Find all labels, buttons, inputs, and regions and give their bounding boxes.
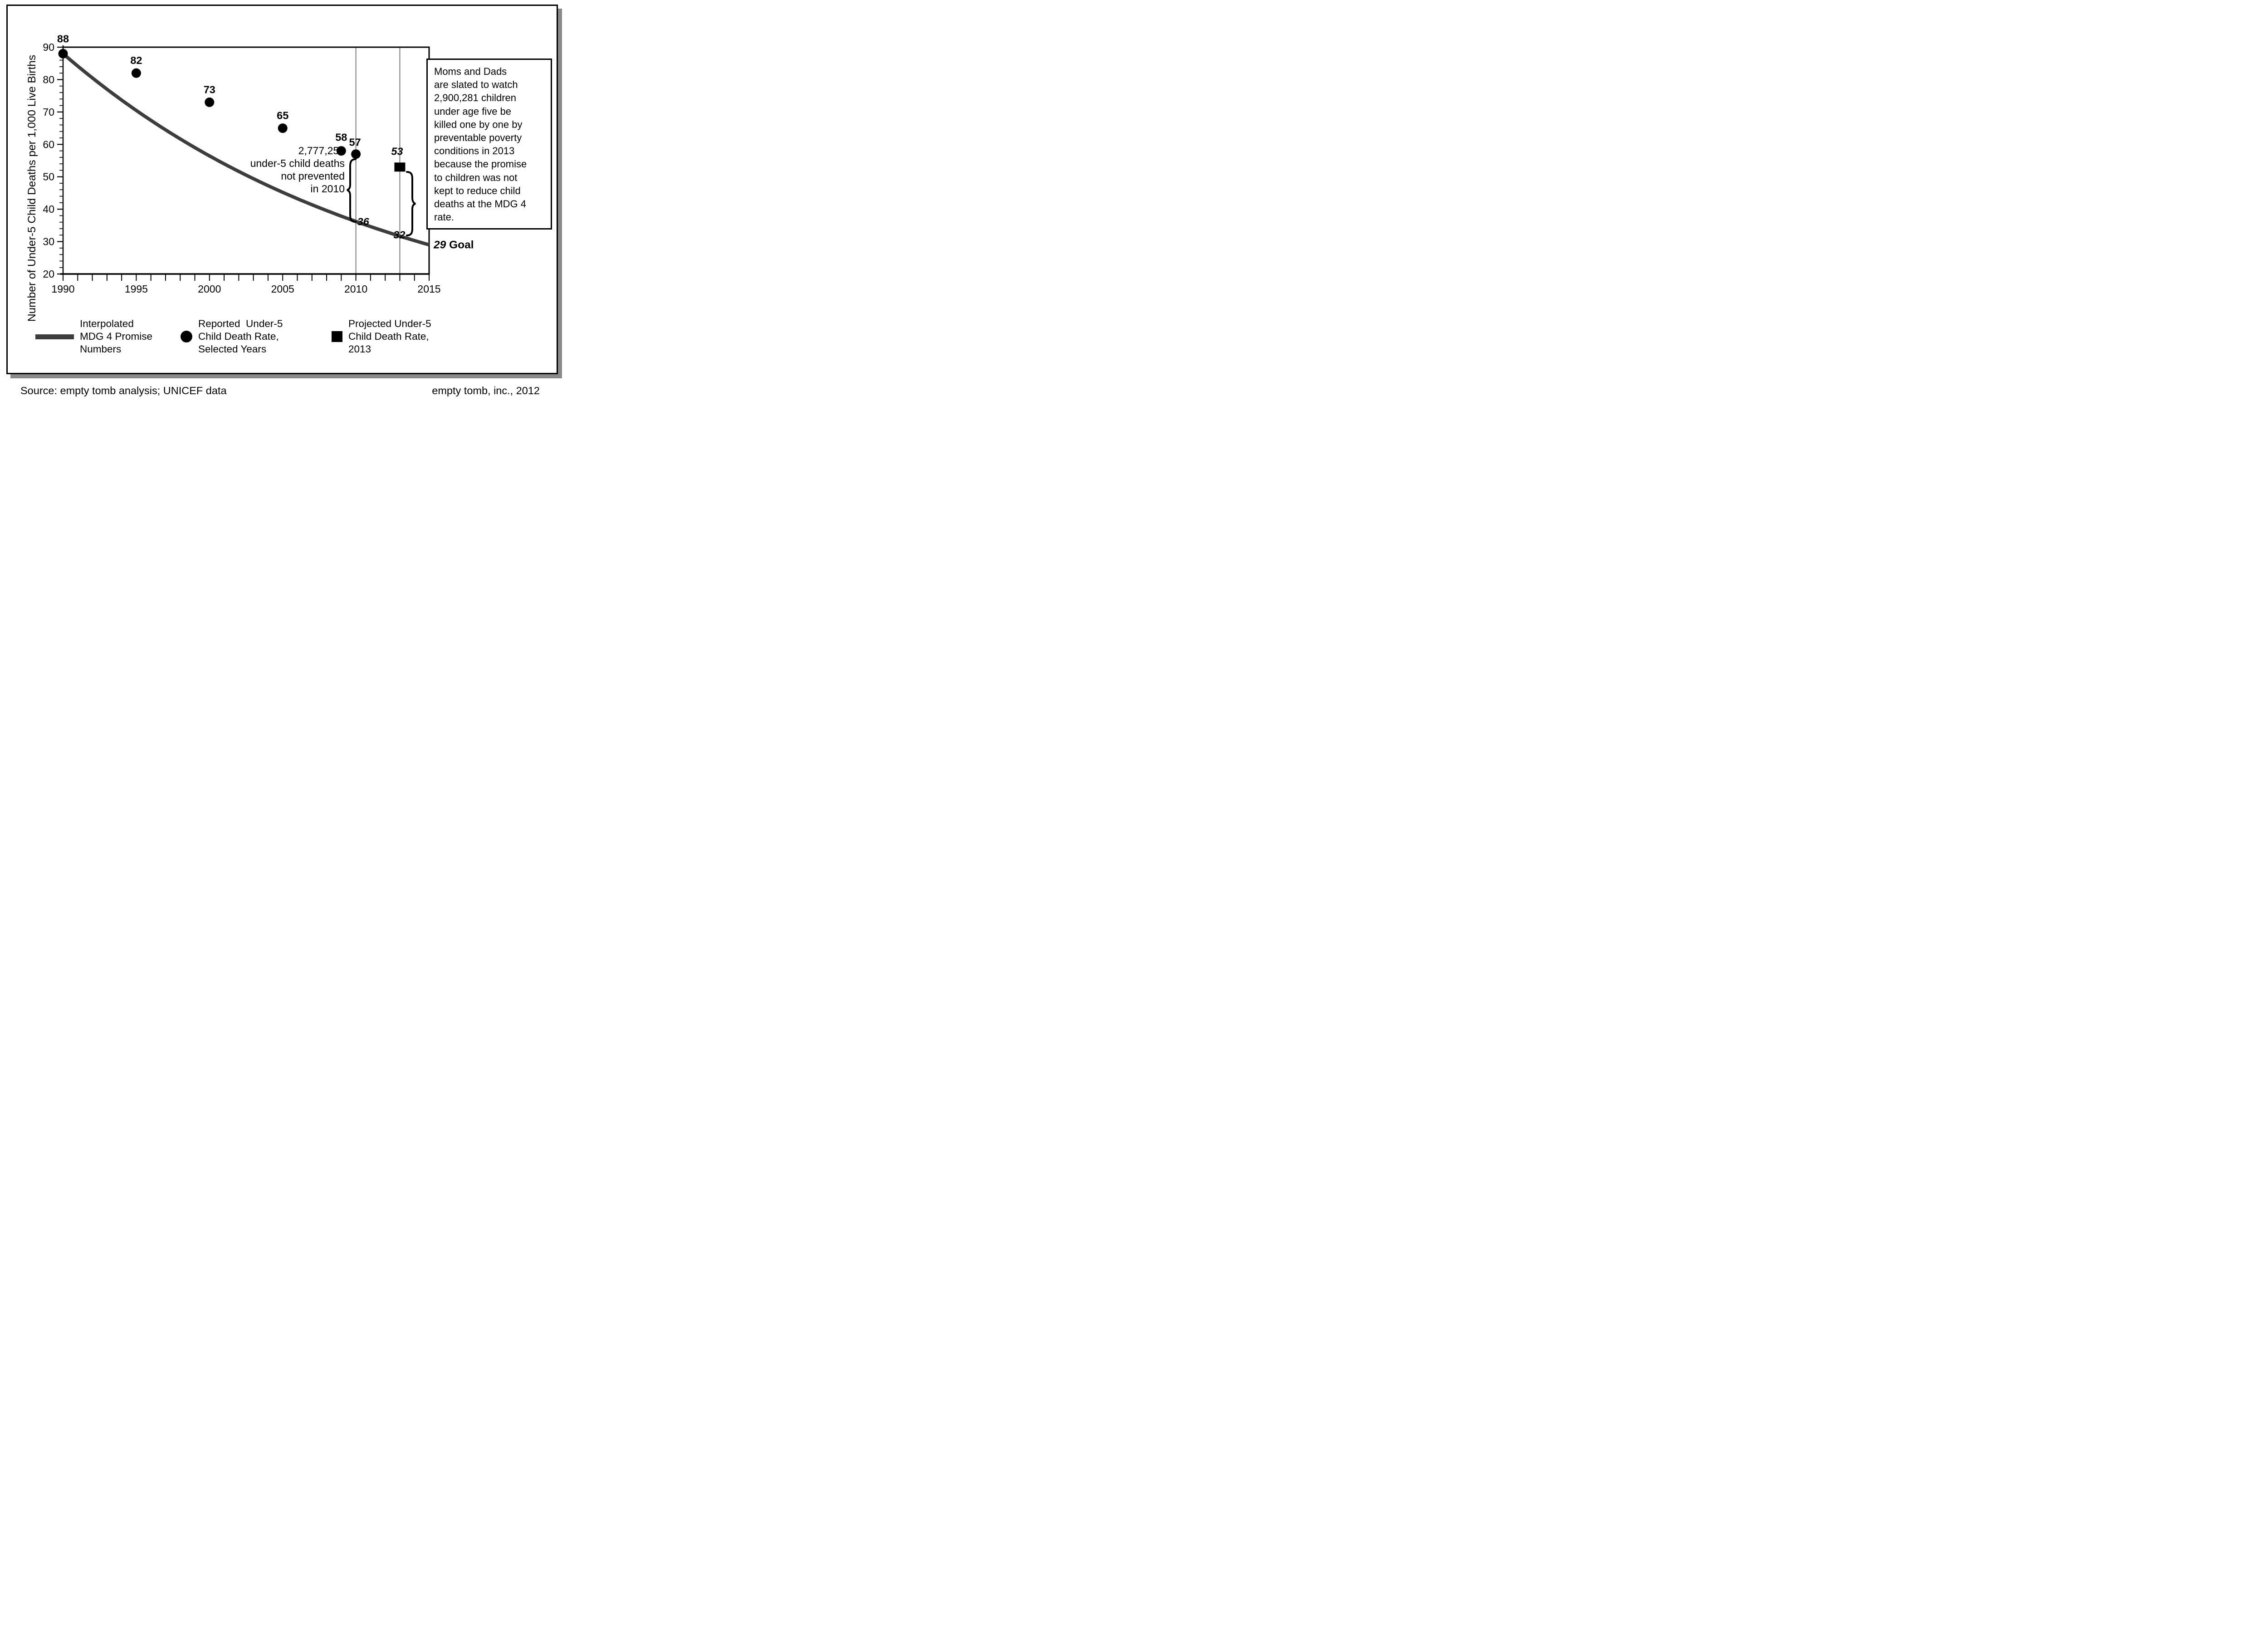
data-point-circle-2010 [351,149,361,159]
x-tick-label: 2010 [344,283,367,295]
brace-gap-2010 [347,158,357,223]
point-value-label-73: 73 [204,83,215,95]
point-value-label-53: 53 [391,145,403,157]
text-line: Child Death Rate, [348,331,429,342]
data-point-circle-2009 [336,146,346,156]
legend-item-interpolated: Interpolated MDG 4 Promise Numbers [35,318,152,356]
y-tick-label: 90 [43,41,54,53]
legend-item-reported: Reported Under-5 Child Death Rate, Selecte… [181,318,283,356]
text-line: killed one by one by [434,118,523,130]
text-line: are slated to watch [434,79,518,91]
text-line: under age five be [434,105,512,117]
x-tick-label: 2015 [417,283,440,295]
point-value-label-58: 58 [335,132,347,143]
text-line: preventable poverty [434,132,522,144]
data-point-square-2013 [394,162,406,172]
y-tick-label: 80 [43,73,54,85]
point-value-label-88: 88 [57,33,69,44]
text-line: not prevented [281,170,345,182]
text-line: Selected Years [198,343,267,355]
text-line: kept to reduce child [434,185,521,196]
data-point-circle-2000 [205,97,215,107]
callout-text-box: Moms and Dads are slated to watch 2,900,28… [426,59,552,230]
legend-line-swatch [35,334,74,339]
y-tick-label: 20 [43,268,54,280]
mdg4-promise-curve [62,52,430,247]
y-tick-label: 60 [43,138,54,150]
legend-square-swatch [332,331,342,342]
y-tick-label: 70 [43,106,54,118]
figure-page: 20 30 40 50 60 70 80 90 1990 1995 2000 2005 2010 2015… [0,0,577,412]
text-line: Numbers [80,343,122,355]
legend-label-reported: Reported Under-5 Child Death Rate, Selecte… [198,318,283,356]
text-line: 2,900,281 children [434,92,517,104]
point-value-label-57: 57 [349,137,361,148]
x-tick-label: 2005 [271,283,294,295]
credit-note: empty tomb, inc., 2012 [432,385,540,396]
text-line: MDG 4 Promise [80,331,153,342]
data-point-circle-2005 [278,123,288,133]
y-axis-title: Number of Under-5 Child Deaths per 1,000… [26,54,38,322]
curve-value-label-36: 36 [357,216,370,228]
goal-label: 29 Goal [433,239,474,251]
x-tick-label: 1995 [125,283,148,295]
text-line: Moms and Dads [434,66,507,77]
annotation-2010-deaths: 2,777,258 under-5 child deaths not prevent… [213,144,345,195]
text-line: under-5 child deaths [250,157,345,169]
brace-gap-2013 [406,171,416,236]
chart-canvas: 20 30 40 50 60 70 80 90 1990 1995 2000 2005 2010 2015… [43,33,474,295]
x-tick-label: 1990 [51,283,74,295]
text-line: 2013 [348,343,371,355]
text-line: Projected Under-5 [348,318,431,329]
text-line: because the promise [434,158,527,170]
text-line: 2,777,258 [298,145,345,156]
data-point-circle-1990 [58,49,68,59]
legend-label-interpolated: Interpolated MDG 4 Promise Numbers [80,318,152,356]
text-line: in 2010 [310,183,345,195]
source-note: Source: empty tomb analysis; UNICEF data [20,385,227,396]
text-line: to children was not [434,171,518,183]
legend-item-projected: Projected Under-5 Child Death Rate, 2013 [332,318,431,356]
point-value-label-82: 82 [130,54,142,66]
data-point-circle-1995 [131,68,141,78]
y-tick-label: 50 [43,171,54,183]
legend-label-projected: Projected Under-5 Child Death Rate, 2013 [348,318,431,356]
text-line: Child Death Rate, [198,331,279,342]
text-line: rate. [434,211,455,223]
text-line: Reported Under-5 [198,318,283,329]
text-line: conditions in 2013 [434,145,515,157]
y-tick-label: 30 [43,236,54,248]
curve-value-label-32: 32 [393,229,405,240]
y-tick-label: 40 [43,203,54,215]
legend-circle-swatch [181,331,192,342]
text-line: deaths at the MDG 4 [434,198,526,210]
x-tick-label: 2000 [198,283,221,295]
text-line: Interpolated [80,318,134,329]
point-value-label-65: 65 [277,110,288,122]
